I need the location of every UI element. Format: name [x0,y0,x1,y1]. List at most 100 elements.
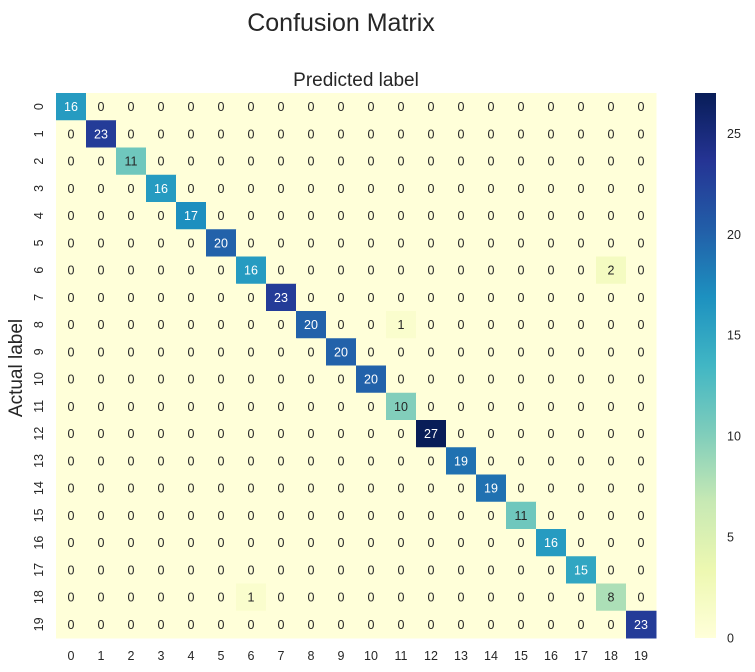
cell-value-label: 0 [518,536,525,550]
heatmap-cell [446,147,477,176]
heatmap-cell [536,365,567,394]
cell-value-label: 0 [158,427,165,441]
heatmap-cell [56,283,87,312]
heatmap-cell [536,501,567,530]
cell-value-label: 0 [188,400,195,414]
cell-value-label: 0 [278,591,285,605]
cell-value-label: 1 [248,591,255,605]
heatmap-cell [326,311,357,339]
heatmap-cell [86,147,117,176]
heatmap-cell [56,174,87,203]
y-tick-label: 10 [32,372,46,386]
cell-value-label: 20 [214,236,228,250]
cell-value-label: 23 [94,127,108,141]
cell-value-label: 0 [158,345,165,359]
heatmap-cell [386,529,417,557]
heatmap-cell [356,174,387,203]
cell-value-label: 0 [278,318,285,332]
heatmap-cell [116,311,147,339]
cell-value-label: 0 [218,400,225,414]
cell-value-label: 0 [278,454,285,468]
heatmap-cell [266,174,297,203]
heatmap-cell [566,447,597,475]
cell-value-label: 0 [548,155,555,169]
cell-value-label: 0 [338,400,345,414]
heatmap-cell [176,174,207,203]
heatmap-cell [536,474,567,503]
cell-value-label: 0 [188,100,195,114]
x-tick-label: 7 [278,649,285,663]
cell-value-label: 0 [308,563,315,577]
cell-value-label: 0 [128,536,135,550]
cell-value-label: 0 [218,536,225,550]
cell-value-label: 0 [638,563,645,577]
heatmap-cell [116,256,147,285]
heatmap-cell [596,529,627,557]
heatmap-cell [446,311,477,339]
heatmap-cell [146,529,177,557]
cell-value-label: 0 [578,427,585,441]
heatmap-cell [236,256,267,285]
cell-value-label: 0 [368,563,375,577]
heatmap-cell [206,202,237,230]
colorbar-tick-label: 20 [727,228,741,242]
cell-value-label: 0 [98,618,105,632]
cell-value-label: 0 [458,373,465,387]
cell-value-label: 0 [608,209,615,223]
cell-value-label: 0 [578,400,585,414]
colorbar [695,93,716,638]
cell-value-label: 0 [158,318,165,332]
heatmap-cell [566,392,597,421]
heatmap-cell [386,338,417,366]
heatmap-cell [176,447,207,475]
heatmap-cell [266,556,297,584]
y-tick-label: 2 [32,158,46,165]
heatmap-cell [326,229,357,257]
cell-value-label: 0 [368,345,375,359]
cell-value-label: 0 [488,536,495,550]
heatmap-cell [596,311,627,339]
cell-value-label: 2 [608,264,615,278]
cell-value-label: 0 [428,345,435,359]
heatmap-cell [296,120,327,148]
cell-value-label: 0 [548,563,555,577]
cell-value-label: 0 [638,400,645,414]
cell-value-label: 0 [608,127,615,141]
heatmap-cell [476,392,507,421]
heatmap-cell [86,501,117,530]
cell-value-label: 0 [608,182,615,196]
cell-value-label: 23 [274,291,288,305]
heatmap-cell [116,420,147,448]
x-tick-labels: 0 1 2 3 4 5 6 7 8 9 10 11 12 13 14 15 16 17 18 19 [68,649,648,663]
cell-value-label: 0 [488,155,495,169]
heatmap-cell [446,93,477,121]
cell-value-label: 0 [278,400,285,414]
cell-value-label: 0 [548,345,555,359]
heatmap-cell [416,529,447,557]
heatmap-cell [146,229,177,257]
heatmap-cell [416,174,447,203]
heatmap-cell [386,610,417,639]
heatmap-cell [56,229,87,257]
cell-value-label: 0 [248,318,255,332]
cell-value-label: 0 [578,236,585,250]
heatmap-cell [176,93,207,121]
heatmap-cell [536,147,567,176]
heatmap-cell [446,338,477,366]
heatmap-cell [416,420,447,448]
heatmap-cell [176,365,207,394]
cell-value-label: 0 [218,264,225,278]
cell-value-label: 27 [424,427,438,441]
cell-value-label: 0 [68,482,75,496]
cell-value-label: 0 [398,563,405,577]
heatmap-cell [506,501,537,530]
heatmap-cell [386,202,417,230]
heatmap-cell [296,420,327,448]
heatmap-cell [446,120,477,148]
cell-value-label: 0 [158,482,165,496]
heatmap-cell [416,338,447,366]
heatmap-cell [206,501,237,530]
cell-value-label: 0 [188,563,195,577]
heatmap-cell [206,283,237,312]
heatmap-cell [146,501,177,530]
